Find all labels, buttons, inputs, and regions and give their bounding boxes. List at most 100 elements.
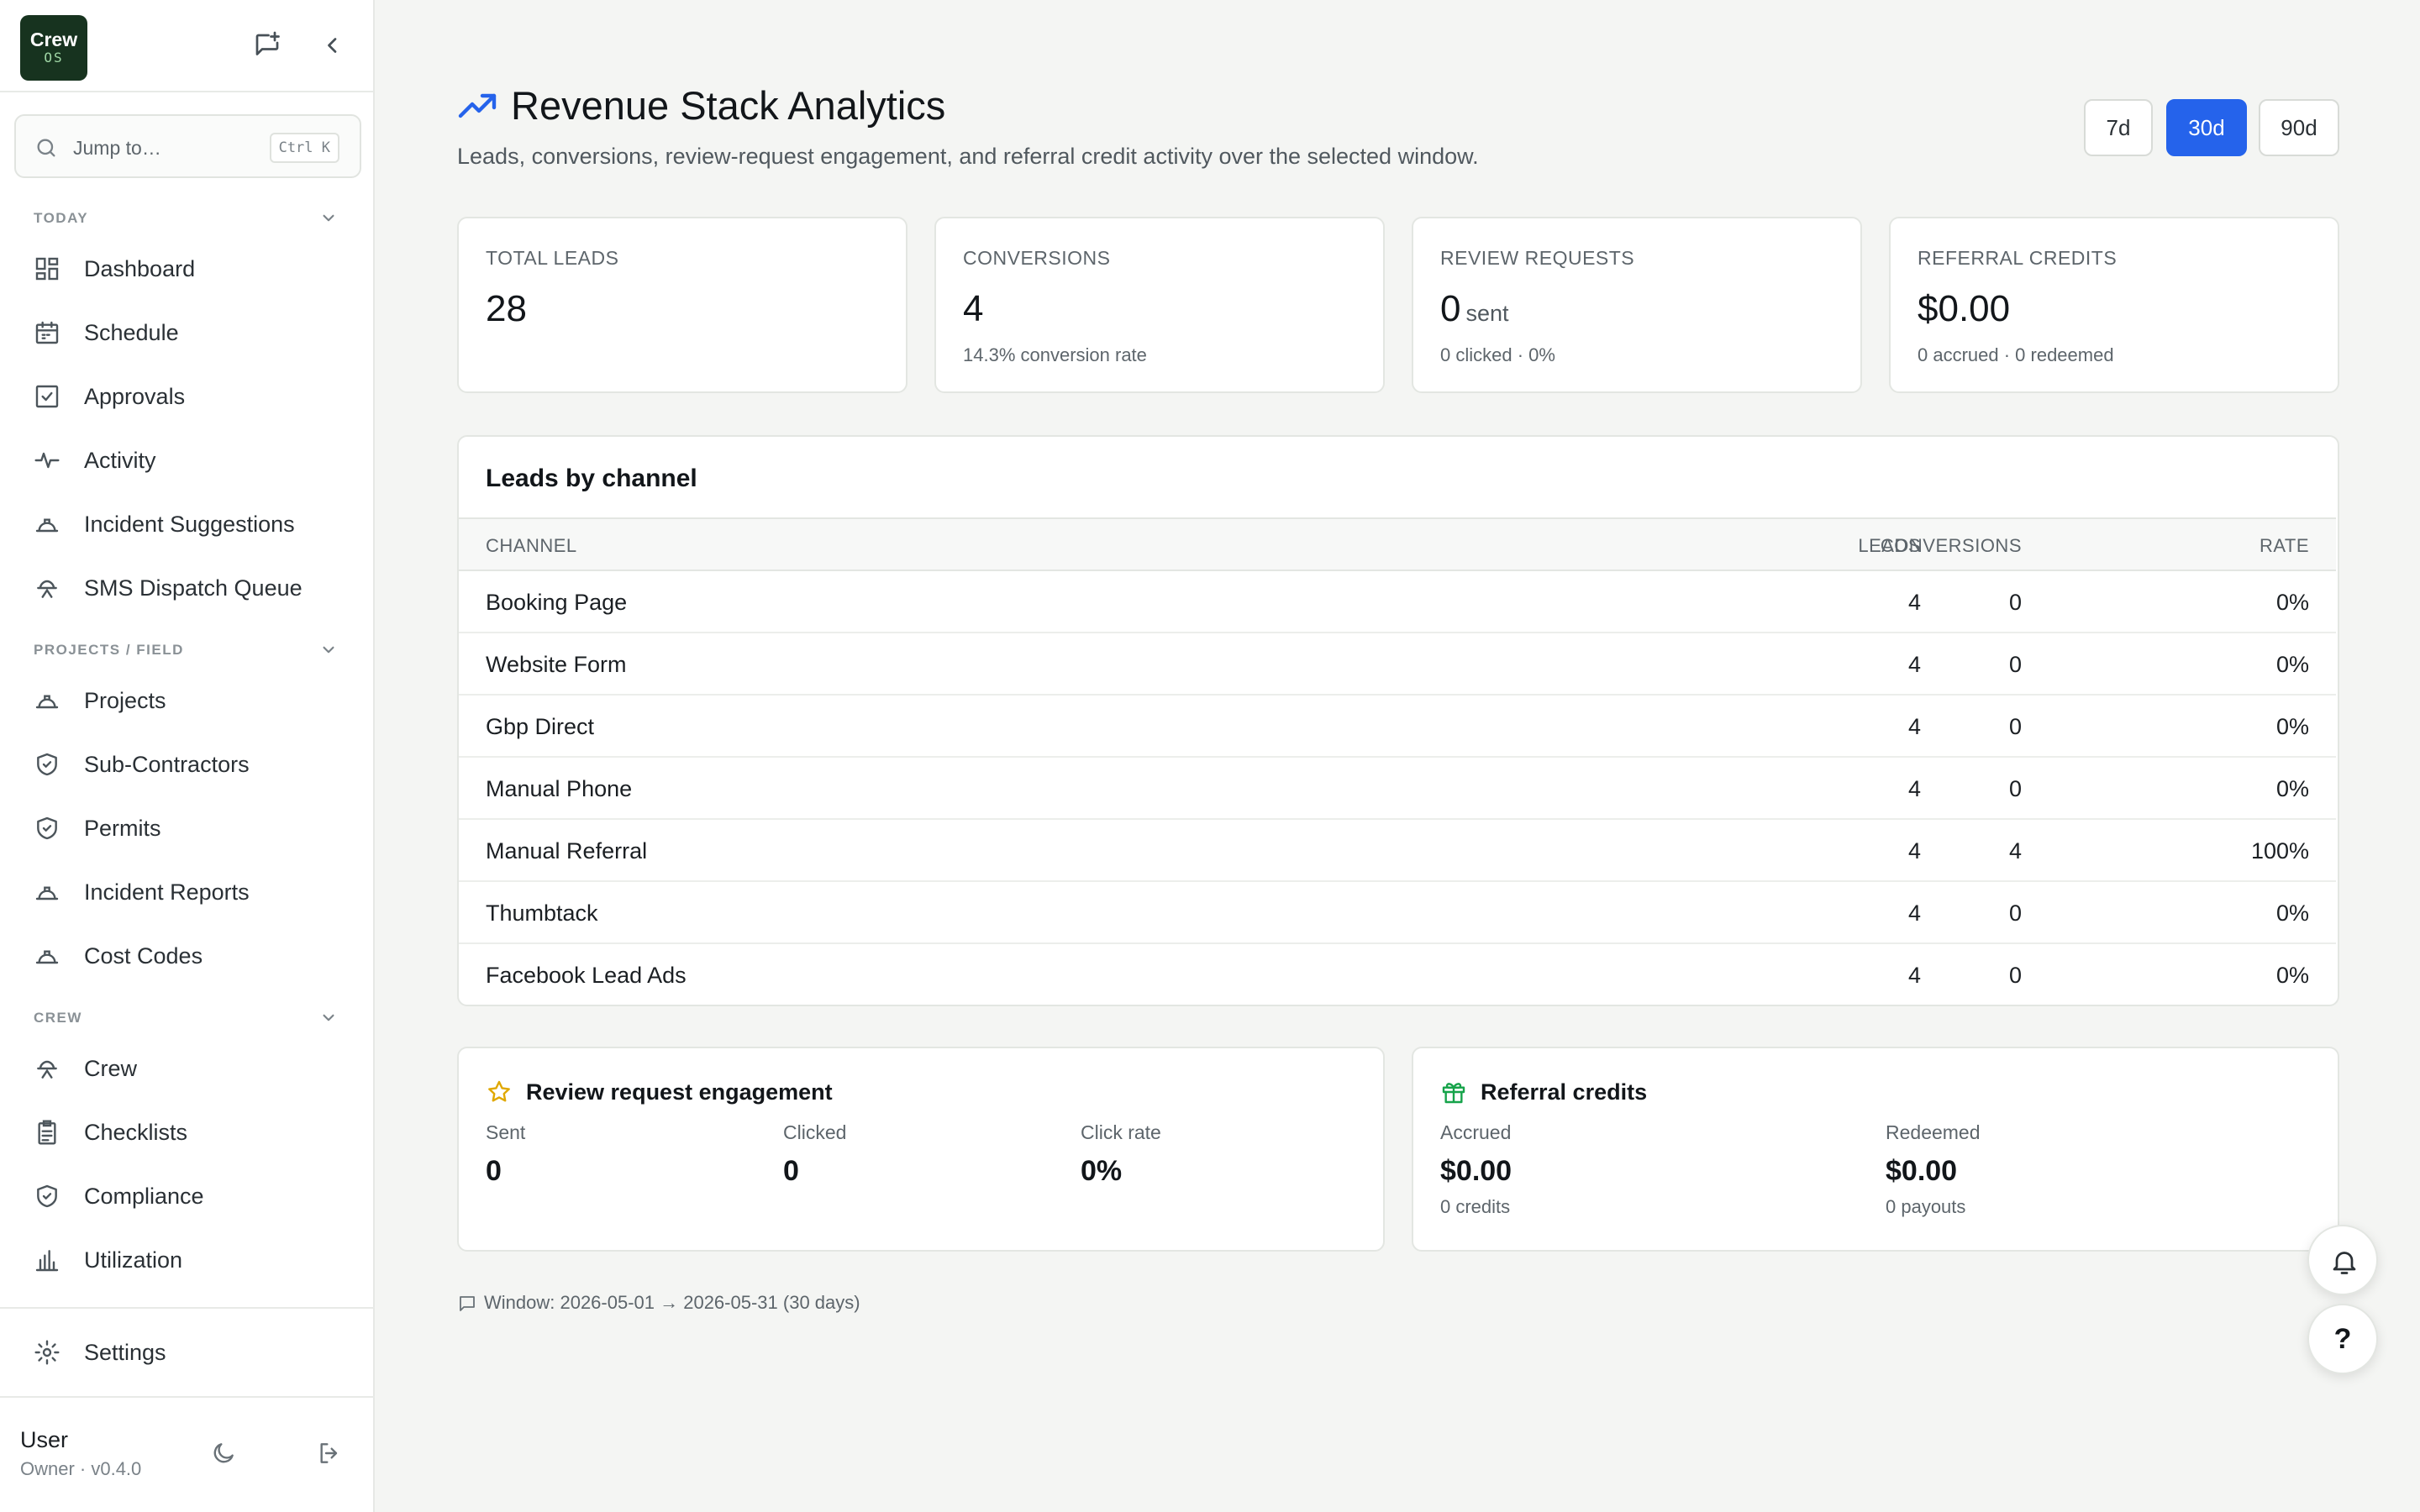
cell-leads: 4: [1907, 652, 1921, 677]
trending-up-icon: [457, 89, 497, 123]
sidebar-item-projects[interactable]: Projects: [20, 674, 355, 726]
worker-icon: [34, 1055, 60, 1082]
stat-label: REVIEW REQUESTS: [1440, 247, 1635, 269]
table-row: Thumbtack 4 0 0%: [459, 882, 2336, 944]
sidebar-item-label: Incident Reports: [84, 879, 250, 905]
panel-title: Review request engagement: [526, 1079, 833, 1105]
calendar-icon: [34, 319, 60, 346]
sidebar-item-label: Permits: [84, 816, 161, 841]
worker-icon: [34, 575, 60, 601]
sidebar-item-approvals[interactable]: Approvals: [20, 370, 355, 422]
cell-rate: 0%: [2275, 776, 2309, 801]
cell-leads: 4: [1907, 963, 1921, 988]
range-30d-button[interactable]: 30d: [2166, 99, 2247, 156]
cell-conversions: 0: [2008, 963, 2022, 988]
cell-channel: Manual Referral: [486, 838, 648, 864]
sidebar-item-compliance[interactable]: Compliance: [20, 1169, 355, 1221]
metric-note: 0 credits: [1440, 1196, 1511, 1217]
stat-number: 4: [963, 288, 984, 329]
logo-text: Crew: [29, 29, 78, 50]
comment-icon: [457, 1294, 477, 1314]
app-logo[interactable]: Crew OS: [20, 15, 87, 81]
search-placeholder: Jump to…: [73, 137, 161, 159]
column-header-leads[interactable]: LEADS: [1858, 535, 1921, 556]
clipboard-icon: [34, 1119, 60, 1146]
search-shortcut: Ctrl K: [269, 133, 339, 163]
metric-label: Redeemed: [1886, 1121, 1981, 1143]
sidebar-item-sub-contractors[interactable]: Sub-Contractors: [20, 738, 355, 790]
column-header-rate[interactable]: RATE: [2259, 535, 2309, 556]
hardhat-icon: [34, 942, 60, 969]
range-90d-button[interactable]: 90d: [2259, 99, 2339, 156]
help-button[interactable]: ?: [2307, 1304, 2378, 1374]
sidebar-item-label: Incident Suggestions: [84, 512, 295, 537]
section-header-projects-field: PROJECTS / FIELD: [34, 642, 184, 658]
collapse-sidebar-icon[interactable]: [318, 30, 348, 60]
stat-value: 28: [486, 286, 527, 333]
sidebar-item-label: Sub-Contractors: [84, 752, 250, 777]
page-title: Revenue Stack Analytics: [511, 83, 946, 128]
sidebar-item-incident-reports[interactable]: Incident Reports: [20, 865, 355, 917]
sidebar-item-activity[interactable]: Activity: [20, 433, 355, 486]
bar-chart-icon: [34, 1247, 60, 1273]
sidebar-item-dashboard[interactable]: Dashboard: [20, 242, 355, 294]
pulse-icon: [34, 447, 60, 474]
cell-conversions: 4: [2008, 838, 2022, 864]
gear-icon: [34, 1339, 60, 1366]
cell-rate: 0%: [2275, 652, 2309, 677]
leads-by-channel-table: Leads by channel CHANNEL LEADS CONVERSIO…: [457, 435, 2339, 1006]
cell-conversions: 0: [2008, 652, 2022, 677]
metric-label: Clicked: [783, 1121, 847, 1143]
metric-value: 0%: [1081, 1155, 1123, 1187]
jump-to-search[interactable]: Jump to… Ctrl K: [14, 114, 361, 178]
moon-icon[interactable]: [210, 1440, 237, 1467]
sidebar-item-cost-codes[interactable]: Cost Codes: [20, 929, 355, 981]
stat-value: 0 sent: [1440, 286, 1509, 337]
metric-value: 0: [486, 1155, 502, 1187]
table-row: Booking Page 4 0 0%: [459, 571, 2336, 633]
cell-conversions: 0: [2008, 714, 2022, 739]
metric-note: 0 payouts: [1886, 1196, 1966, 1217]
column-header-channel[interactable]: CHANNEL: [486, 535, 577, 556]
sidebar-item-settings[interactable]: Settings: [20, 1326, 355, 1378]
sidebar-item-permits[interactable]: Permits: [20, 801, 355, 853]
cell-rate: 0%: [2275, 963, 2309, 988]
cell-channel: Booking Page: [486, 590, 628, 615]
gift-icon: [1440, 1079, 1467, 1105]
sidebar-item-incident-suggestions[interactable]: Incident Suggestions: [20, 497, 355, 549]
dashboard-icon: [34, 255, 60, 282]
chevron-down-icon[interactable]: [318, 207, 339, 228]
sidebar-item-utilization[interactable]: Utilization: [20, 1233, 355, 1285]
table-row: Manual Referral 4 4 100%: [459, 820, 2336, 882]
sidebar-item-label: Dashboard: [84, 256, 196, 281]
notifications-button[interactable]: [2307, 1225, 2378, 1295]
chevron-down-icon[interactable]: [318, 638, 339, 660]
sidebar-item-label: Checklists: [84, 1120, 188, 1145]
sidebar-item-label: Activity: [84, 448, 156, 473]
hardhat-icon: [34, 879, 60, 906]
cell-conversions: 0: [2008, 776, 2022, 801]
cell-leads: 4: [1907, 838, 1921, 864]
section-header-today: TODAY: [34, 210, 89, 226]
stat-label: TOTAL LEADS: [486, 247, 619, 269]
table-row: Website Form 4 0 0%: [459, 633, 2336, 696]
new-message-icon[interactable]: [252, 30, 282, 60]
cell-leads: 4: [1907, 590, 1921, 615]
sidebar-item-schedule[interactable]: Schedule: [20, 306, 355, 358]
range-7d-button[interactable]: 7d: [2084, 99, 2153, 156]
stat-label: REFERRAL CREDITS: [1918, 247, 2118, 269]
sidebar-item-checklists[interactable]: Checklists: [20, 1105, 355, 1158]
sidebar-divider: [0, 1307, 375, 1309]
referral-credits-panel: Referral credits Accrued $0.00 0 credits…: [1412, 1047, 2339, 1252]
cell-rate: 0%: [2275, 590, 2309, 615]
sidebar-item-label: Cost Codes: [84, 943, 203, 969]
logout-icon[interactable]: [316, 1440, 343, 1467]
window-range-text: Window: 2026-05-01 → 2026-05-31 (30 days…: [484, 1292, 860, 1313]
column-header-conversions[interactable]: CONVERSIONS: [1880, 535, 2022, 556]
chevron-down-icon[interactable]: [318, 1006, 339, 1028]
stat-card-conversions: CONVERSIONS 4 14.3% conversion rate: [934, 217, 1385, 393]
user-role: Owner · v0.4.0: [20, 1458, 142, 1479]
sidebar-item-crew[interactable]: Crew: [20, 1042, 355, 1094]
stat-number: 0: [1440, 288, 1461, 329]
sidebar-item-sms-dispatch-queue[interactable]: SMS Dispatch Queue: [20, 561, 355, 613]
